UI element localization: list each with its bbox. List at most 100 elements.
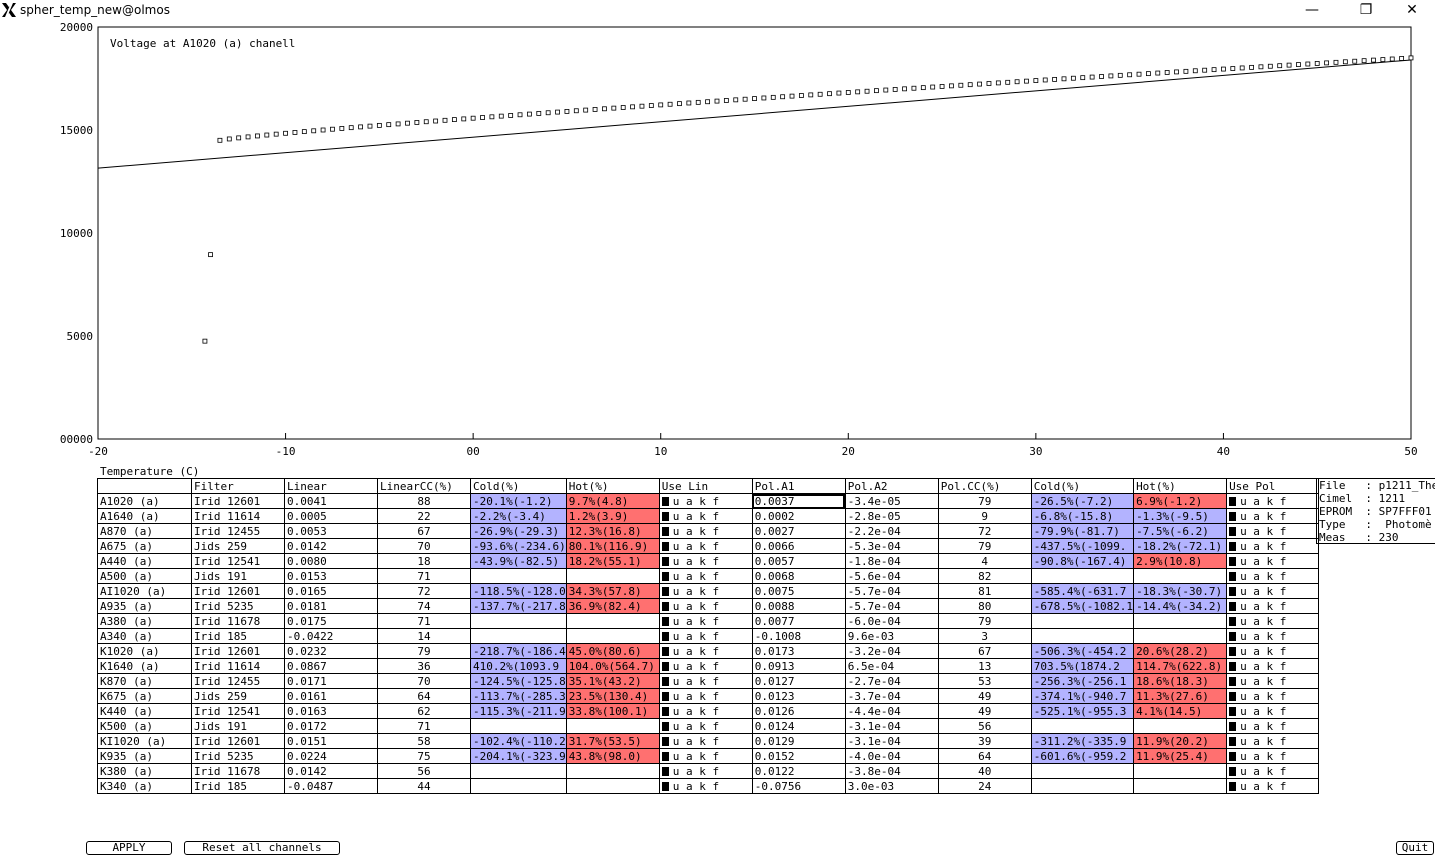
checkbox-icon[interactable] xyxy=(661,691,669,701)
checkbox-icon[interactable] xyxy=(1229,496,1237,506)
pol-a2-cell[interactable]: -4.4e-04 xyxy=(844,703,939,719)
pol-a1-cell[interactable]: 0.0068 xyxy=(751,568,846,584)
use-pol-flags[interactable]: u a k f xyxy=(1226,763,1320,779)
pol-a1-cell[interactable]: 0.0075 xyxy=(751,583,846,599)
pol-a2-cell[interactable]: -3.2e-04 xyxy=(844,643,939,659)
checkbox-icon[interactable] xyxy=(1229,706,1237,716)
use-lin-flags[interactable]: u a k f xyxy=(658,718,753,734)
checkbox-icon[interactable] xyxy=(661,616,669,626)
checkbox-icon[interactable] xyxy=(661,571,669,581)
checkbox-icon[interactable] xyxy=(1229,736,1237,746)
use-pol-flags[interactable]: u a k f xyxy=(1226,778,1320,794)
pol-a2-cell[interactable]: -4.0e-04 xyxy=(844,748,939,764)
checkbox-icon[interactable] xyxy=(661,586,669,596)
use-pol-flags[interactable]: u a k f xyxy=(1226,703,1320,719)
use-pol-flags[interactable]: u a k f xyxy=(1226,688,1320,704)
pol-a1-cell[interactable]: 0.0173 xyxy=(751,643,846,659)
use-lin-flags[interactable]: u a k f xyxy=(658,613,753,629)
use-pol-flags[interactable]: u a k f xyxy=(1226,718,1320,734)
pol-a1-cell[interactable]: 0.0129 xyxy=(751,733,846,749)
checkbox-icon[interactable] xyxy=(1229,526,1237,536)
use-pol-flags[interactable]: u a k f xyxy=(1226,568,1320,584)
checkbox-icon[interactable] xyxy=(661,661,669,671)
checkbox-icon[interactable] xyxy=(1229,616,1237,626)
checkbox-icon[interactable] xyxy=(661,751,669,761)
maximize-button[interactable]: ❐ xyxy=(1359,2,1373,18)
pol-a2-cell[interactable]: -1.8e-04 xyxy=(844,553,939,569)
pol-a2-cell[interactable]: -3.7e-04 xyxy=(844,688,939,704)
pol-a2-cell[interactable]: -3.1e-04 xyxy=(844,733,939,749)
checkbox-icon[interactable] xyxy=(661,706,669,716)
pol-a1-cell[interactable]: 0.0127 xyxy=(751,673,846,689)
checkbox-icon[interactable] xyxy=(1229,541,1237,551)
use-lin-flags[interactable]: u a k f xyxy=(658,568,753,584)
pol-a2-cell[interactable]: -5.7e-04 xyxy=(844,598,939,614)
checkbox-icon[interactable] xyxy=(661,496,669,506)
checkbox-icon[interactable] xyxy=(661,736,669,746)
use-pol-flags[interactable]: u a k f xyxy=(1226,553,1320,569)
use-lin-flags[interactable]: u a k f xyxy=(658,643,753,659)
pol-a1-cell[interactable]: 0.0913 xyxy=(751,658,846,674)
pol-a1-cell[interactable]: 0.0152 xyxy=(751,748,846,764)
use-lin-flags[interactable]: u a k f xyxy=(658,658,753,674)
use-pol-flags[interactable]: u a k f xyxy=(1226,583,1320,599)
checkbox-icon[interactable] xyxy=(661,511,669,521)
checkbox-icon[interactable] xyxy=(661,631,669,641)
checkbox-icon[interactable] xyxy=(1229,766,1237,776)
use-lin-flags[interactable]: u a k f xyxy=(658,538,753,554)
pol-a1-cell[interactable]: 0.0057 xyxy=(751,553,846,569)
checkbox-icon[interactable] xyxy=(1229,511,1237,521)
checkbox-icon[interactable] xyxy=(1229,721,1237,731)
use-lin-flags[interactable]: u a k f xyxy=(658,523,753,539)
use-lin-flags[interactable]: u a k f xyxy=(658,598,753,614)
pol-a1-cell[interactable]: 0.0126 xyxy=(751,703,846,719)
pol-a1-cell[interactable]: 0.0077 xyxy=(751,613,846,629)
use-pol-flags[interactable]: u a k f xyxy=(1226,493,1320,509)
checkbox-icon[interactable] xyxy=(661,781,669,791)
use-lin-flags[interactable]: u a k f xyxy=(658,493,753,509)
use-pol-flags[interactable]: u a k f xyxy=(1226,643,1320,659)
checkbox-icon[interactable] xyxy=(1229,646,1237,656)
pol-a2-cell[interactable]: -5.3e-04 xyxy=(844,538,939,554)
checkbox-icon[interactable] xyxy=(1229,781,1237,791)
use-lin-flags[interactable]: u a k f xyxy=(658,553,753,569)
checkbox-icon[interactable] xyxy=(1229,676,1237,686)
pol-a1-cell[interactable]: 0.0088 xyxy=(751,598,846,614)
use-pol-flags[interactable]: u a k f xyxy=(1226,658,1320,674)
pol-a2-cell[interactable]: -3.4e-05 xyxy=(844,493,939,509)
checkbox-icon[interactable] xyxy=(1229,691,1237,701)
use-pol-flags[interactable]: u a k f xyxy=(1226,538,1320,554)
pol-a2-cell[interactable]: -2.2e-04 xyxy=(844,523,939,539)
checkbox-icon[interactable] xyxy=(1229,586,1237,596)
pol-a1-cell[interactable]: 0.0124 xyxy=(751,718,846,734)
pol-a2-cell[interactable]: 3.0e-03 xyxy=(844,778,939,794)
pol-a2-cell[interactable]: 6.5e-04 xyxy=(844,658,939,674)
use-pol-flags[interactable]: u a k f xyxy=(1226,523,1320,539)
checkbox-icon[interactable] xyxy=(661,676,669,686)
minimize-button[interactable]: — xyxy=(1305,2,1319,18)
checkbox-icon[interactable] xyxy=(661,556,669,566)
pol-a1-cell[interactable]: 0.0122 xyxy=(751,763,846,779)
use-pol-flags[interactable]: u a k f xyxy=(1226,508,1320,524)
use-lin-flags[interactable]: u a k f xyxy=(658,583,753,599)
checkbox-icon[interactable] xyxy=(1229,631,1237,641)
use-pol-flags[interactable]: u a k f xyxy=(1226,673,1320,689)
pol-a1-cell[interactable]: -0.0756 xyxy=(751,778,846,794)
pol-a1-cell[interactable]: 0.0027 xyxy=(751,523,846,539)
close-button[interactable]: ✕ xyxy=(1406,2,1418,18)
use-lin-flags[interactable]: u a k f xyxy=(658,733,753,749)
checkbox-icon[interactable] xyxy=(1229,571,1237,581)
checkbox-icon[interactable] xyxy=(1229,601,1237,611)
reset-all-channels-button[interactable]: Reset all channels xyxy=(184,841,340,855)
pol-a2-cell[interactable]: 9.6e-03 xyxy=(844,628,939,644)
checkbox-icon[interactable] xyxy=(661,601,669,611)
pol-a1-cell[interactable]: -0.1008 xyxy=(751,628,846,644)
pol-a2-cell[interactable]: -5.6e-04 xyxy=(844,568,939,584)
use-lin-flags[interactable]: u a k f xyxy=(658,778,753,794)
use-lin-flags[interactable]: u a k f xyxy=(658,508,753,524)
use-lin-flags[interactable]: u a k f xyxy=(658,763,753,779)
pol-a1-cell[interactable]: 0.0037 xyxy=(751,493,846,509)
checkbox-icon[interactable] xyxy=(661,721,669,731)
use-lin-flags[interactable]: u a k f xyxy=(658,748,753,764)
checkbox-icon[interactable] xyxy=(1229,751,1237,761)
